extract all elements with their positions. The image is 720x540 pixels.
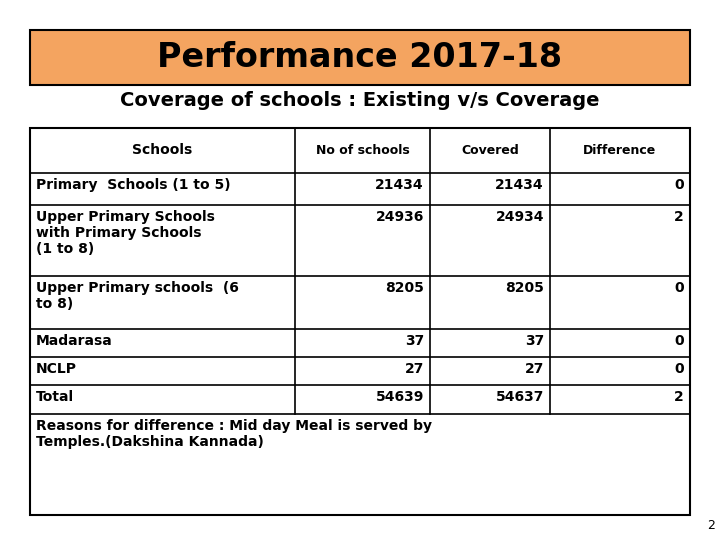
Text: Coverage of schools : Existing v/s Coverage: Coverage of schools : Existing v/s Cover… bbox=[120, 91, 600, 110]
Text: NCLP: NCLP bbox=[36, 362, 77, 376]
Text: 2: 2 bbox=[674, 210, 684, 224]
Bar bbox=[30, 30, 690, 85]
Text: 21434: 21434 bbox=[495, 178, 544, 192]
Text: 37: 37 bbox=[525, 334, 544, 348]
Text: No of schools: No of schools bbox=[315, 144, 410, 157]
Text: 21434: 21434 bbox=[375, 178, 424, 192]
Text: 2: 2 bbox=[707, 519, 715, 532]
Text: 24936: 24936 bbox=[376, 210, 424, 224]
Text: 0: 0 bbox=[675, 281, 684, 295]
Text: 2: 2 bbox=[674, 390, 684, 404]
Text: Madarasa: Madarasa bbox=[36, 334, 113, 348]
Text: Schools: Schools bbox=[132, 143, 193, 157]
Text: Primary  Schools (1 to 5): Primary Schools (1 to 5) bbox=[36, 178, 230, 192]
Text: 0: 0 bbox=[675, 178, 684, 192]
Text: 24934: 24934 bbox=[495, 210, 544, 224]
Text: 54637: 54637 bbox=[495, 390, 544, 404]
Text: Reasons for difference : Mid day Meal is served by
Temples.(Dakshina Kannada): Reasons for difference : Mid day Meal is… bbox=[36, 418, 432, 449]
Text: 0: 0 bbox=[675, 334, 684, 348]
Text: 0: 0 bbox=[675, 362, 684, 376]
Text: Upper Primary Schools
with Primary Schools
(1 to 8): Upper Primary Schools with Primary Schoo… bbox=[36, 210, 215, 256]
Text: 27: 27 bbox=[525, 362, 544, 376]
Text: 37: 37 bbox=[405, 334, 424, 348]
Text: 8205: 8205 bbox=[385, 281, 424, 295]
Text: Upper Primary schools  (6
to 8): Upper Primary schools (6 to 8) bbox=[36, 281, 239, 311]
Text: Difference: Difference bbox=[583, 144, 657, 157]
Text: Covered: Covered bbox=[461, 144, 519, 157]
Text: 27: 27 bbox=[405, 362, 424, 376]
Bar bbox=[30, 128, 690, 515]
Text: 8205: 8205 bbox=[505, 281, 544, 295]
Text: 54639: 54639 bbox=[376, 390, 424, 404]
Text: Total: Total bbox=[36, 390, 74, 404]
Text: Performance 2017-18: Performance 2017-18 bbox=[158, 41, 562, 74]
